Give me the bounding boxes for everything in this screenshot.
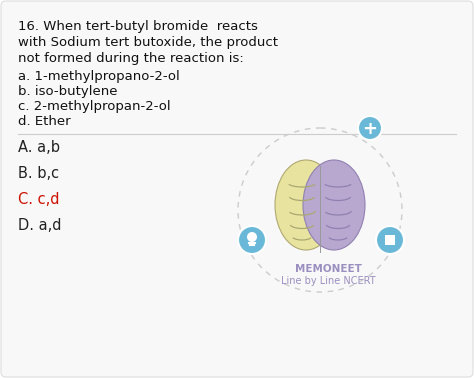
Text: Line by Line NCERT: Line by Line NCERT <box>281 276 375 286</box>
Text: D. a,d: D. a,d <box>18 218 62 233</box>
Text: 16. When tert-butyl bromide  reacts: 16. When tert-butyl bromide reacts <box>18 20 258 33</box>
Circle shape <box>247 232 257 242</box>
Ellipse shape <box>303 160 365 250</box>
Text: C. c,d: C. c,d <box>18 192 60 207</box>
Circle shape <box>238 226 266 254</box>
Bar <box>385 235 395 245</box>
Text: +: + <box>363 120 377 138</box>
Text: with Sodium tert butoxide, the product: with Sodium tert butoxide, the product <box>18 36 278 49</box>
Text: b. iso-butylene: b. iso-butylene <box>18 85 118 98</box>
Text: not formed during the reaction is:: not formed during the reaction is: <box>18 52 244 65</box>
Text: B. b,c: B. b,c <box>18 166 59 181</box>
Text: MEMONEET: MEMONEET <box>294 264 362 274</box>
Circle shape <box>358 116 382 140</box>
Text: A. a,b: A. a,b <box>18 140 60 155</box>
Text: c. 2-methylpropan-2-ol: c. 2-methylpropan-2-ol <box>18 100 171 113</box>
Ellipse shape <box>275 160 337 250</box>
Text: d. Ether: d. Ether <box>18 115 71 128</box>
Text: a. 1-methylpropano-2-ol: a. 1-methylpropano-2-ol <box>18 70 180 83</box>
Circle shape <box>376 226 404 254</box>
